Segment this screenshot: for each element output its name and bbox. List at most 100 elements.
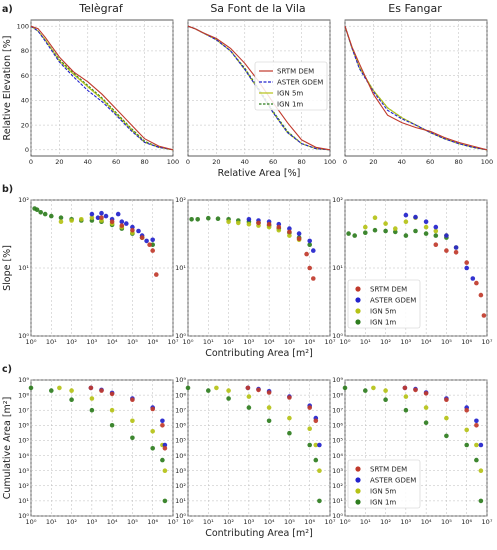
panel-c-telegraf-series-srtm-dem-point-2 (109, 391, 115, 397)
panel-c-es-fangar-series-ign-5m-point-3 (423, 405, 429, 410)
panel-a-telegraf-ytick-label-2: 40 (21, 97, 29, 105)
panel-c-sa-font-de-la-vila-series-srtm-dem (245, 385, 319, 424)
panel-b-es-fangar-series-aster-gdem-point-5 (453, 245, 459, 250)
panel-b-es-fangar-series-ign-5m-point-2 (383, 221, 388, 226)
panel-a-es-fangar-xtick-label-2: 40 (398, 158, 406, 166)
panel-b-es-fangar-series-ign-1m-point-2 (363, 230, 368, 235)
panel-b-es-fangar-series-srtm-dem-point-1 (444, 248, 449, 253)
column-title-sa-font-de-la-vila: Sa Font de la Vila (210, 2, 305, 15)
panel-b-telegraf-series-ign-1m-point-1 (34, 207, 40, 212)
panel-c-legend-box (347, 459, 421, 509)
panel-b-es-fangar-series-ign-5m-point-0 (363, 224, 368, 230)
panel-b-telegraf-xtick-label-7: 10⁷ (168, 338, 179, 346)
panel-a-telegraf-xtick-label-2: 40 (84, 158, 92, 166)
panel-a-telegraf-series-ign-5m-line (30, 25, 174, 151)
panel-a-telegraf-plot (30, 20, 174, 156)
panel-b-telegraf-xtick-label-6: 10⁶ (147, 338, 158, 346)
panel-c-es-fangar-series-ign-5m (371, 385, 484, 474)
panel-a-es-fangar-xtick-label-4: 80 (454, 158, 462, 166)
panel-c-es-fangar-xtick-label-7: 10⁷ (482, 518, 493, 526)
panel-c-sa-font-de-la-vila-series-srtm-dem-point-4 (307, 405, 313, 410)
panel-c-sa-font-de-la-vila-ytick-label-2: 10² (175, 482, 186, 490)
panel-b-es-fangar-series-ign-1m-point-8 (423, 231, 429, 236)
panel-a-es-fangar-plot (344, 20, 488, 156)
panel-b-telegraf-ytick-label-0: 10⁰ (18, 332, 29, 340)
panel-c-telegraf-series-ign-5m-point-7 (162, 468, 168, 474)
panel-a-legend: SRTM DEM ASTER GDEM IGN 5m IGN 1m (254, 61, 328, 111)
panel-c-telegraf-ytick-label-9: 10⁹ (18, 376, 29, 384)
panel-c-es-fangar-series-aster-gdem-point-6 (478, 442, 484, 448)
panel-b-es-fangar-xtick-label-4: 10⁴ (421, 338, 432, 346)
panel-c-sa-font-de-la-vila-series-ign-1m-point-5 (287, 430, 292, 436)
panel-b-telegraf-xtick-label-4: 10⁴ (107, 338, 118, 346)
panel-b-sa-font-de-la-vila-series-ign-5m-point-0 (226, 219, 231, 224)
panel-b-es-fangar-series-aster-gdem-point-1 (413, 214, 418, 220)
panel-b-telegraf-series-srtm-dem-point-6 (150, 248, 155, 253)
panel-b-telegraf-xtick-label-5: 10⁵ (127, 338, 138, 346)
panel-a-legend-label-ign-5m: IGN 5m (277, 90, 303, 98)
panel-c-es-fangar-series-ign-1m-point-6 (464, 442, 470, 448)
panel-b-sa-font-de-la-vila-xtick-label-6: 10⁶ (304, 338, 315, 346)
panel-b-telegraf-plot (30, 199, 174, 337)
panel-b-sa-font-de-la-vila-series-ign-1m-point-1 (195, 217, 200, 222)
panel-b-sa-font-de-la-vila-series-ign-5m-point-1 (236, 220, 241, 226)
panel-c-sa-font-de-la-vila-series-srtm-dem-point-5 (313, 418, 319, 424)
panel-c-sa-font-de-la-vila-series-ign-5m-point-2 (246, 394, 252, 399)
panel-b-telegraf-xtick-label-2: 10² (66, 338, 77, 346)
panel-b-sa-font-de-la-vila-series-ign-1m-point-3 (215, 216, 221, 221)
panel-b-xlabel: Contributing Area [m²] (205, 348, 313, 359)
panel-c-telegraf-series-ign-5m-point-2 (89, 396, 95, 401)
panel-a-telegraf-ytick-label-4: 80 (21, 47, 29, 55)
panel-b-sa-font-de-la-vila-series-srtm-dem-point-5 (304, 251, 309, 257)
panel-b-sa-font-de-la-vila-series-srtm-dem-point-1 (266, 221, 272, 227)
panel-c-legend-label-aster-gdem: ASTER GDEM (370, 477, 416, 485)
panel-c-es-fangar-series-ign-5m-point-7 (478, 468, 484, 474)
panel-c-telegraf-series-ign-5m-point-0 (57, 385, 62, 391)
panel-c-sa-font-de-la-vila-series-aster-gdem-point-6 (317, 442, 322, 448)
panel-b-es-fangar-series-ign-1m-point-4 (383, 228, 388, 234)
panel-c-telegraf-series-ign-5m-point-1 (69, 388, 74, 393)
panel-c-es-fangar-series-ign-1m-point-4 (423, 420, 429, 426)
panel-b-telegraf-series-srtm-dem-point-0 (99, 215, 104, 220)
panel-b-sa-font-de-la-vila-xtick-label-7: 10⁷ (325, 338, 336, 346)
panel-c-es-fangar-series-srtm-dem-point-5 (474, 423, 479, 428)
panel-b-telegraf-series-aster-gdem-point-7 (124, 221, 129, 226)
panel-c-telegraf-series-ign-1m-point-8 (162, 498, 168, 504)
panel-c-es-fangar-ytick-label-8: 10⁸ (332, 391, 343, 399)
panel-b-es-fangar-series-aster-gdem-point-2 (423, 219, 429, 224)
panel-c-telegraf-xtick-label-0: 10⁰ (26, 518, 37, 526)
panel-c-es-fangar-series-ign-5m-point-1 (383, 388, 388, 393)
panel-c-sa-font-de-la-vila-series-ign-5m-point-0 (214, 385, 219, 391)
panel-b-sa-font-de-la-vila-xtick-label-2: 10² (223, 338, 234, 346)
panel-c-sa-font-de-la-vila-axes-frame (187, 379, 331, 517)
panel-b-telegraf-series-ign-5m-point-2 (79, 217, 84, 222)
panel-b-es-fangar-ytick-label-1: 10¹ (332, 264, 343, 272)
panel-b-sa-font-de-la-vila-xtick-label-0: 10⁰ (183, 338, 194, 346)
panel-b-telegraf-series-aster-gdem-point-0 (89, 211, 95, 217)
panel-b-legend-box (347, 279, 421, 329)
panel-c-telegraf-series-ign-5m-point-5 (150, 429, 155, 434)
panel-b-es-fangar-series-ign-5m-point-1 (372, 215, 378, 220)
panel-c-sa-font-de-la-vila-xtick-label-7: 10⁷ (325, 518, 336, 526)
panel-c-sa-font-de-la-vila-ytick-label-7: 10⁷ (175, 406, 186, 414)
panel-c-sa-font-de-la-vila-series-ign-1m-point-0 (185, 385, 191, 391)
panel-b-es-fangar-xtick-label-3: 10³ (400, 338, 411, 346)
panel-c-legend-swatch-ign-5m (355, 488, 361, 494)
panel-c-telegraf-series-aster-gdem (88, 385, 168, 448)
panel-a-telegraf-xtick-label-0: 0 (29, 158, 33, 166)
panel-a-es-fangar-xtick-label-1: 20 (369, 158, 377, 166)
panel-b-telegraf-series-ign-1m-point-3 (42, 211, 48, 217)
panel-b-legend-label-ign-5m: IGN 5m (370, 308, 396, 316)
panel-b-sa-font-de-la-vila-series-ign-1m-point-0 (189, 217, 194, 222)
panel-a-sa-font-de-la-vila-xtick-label-1: 20 (212, 158, 220, 166)
panel-b-es-fangar-series-ign-1m-point-1 (352, 233, 358, 238)
panel-b-sa-font-de-la-vila-series-srtm-dem-point-0 (256, 220, 261, 226)
panel-c-es-fangar-ytick-label-0: 10⁰ (332, 512, 343, 520)
panel-c-es-fangar-xtick-label-6: 10⁶ (461, 518, 472, 526)
panel-a-es-fangar-xtick-label-5: 100 (481, 158, 493, 166)
panel-b-telegraf-series-srtm-dem-point-3 (130, 227, 135, 233)
panel-c-telegraf-ytick-label-1: 10¹ (18, 497, 29, 505)
panel-c-telegraf-series-ign-1m-point-2 (69, 397, 74, 403)
panel-c-sa-font-de-la-vila-xtick-label-3: 10³ (243, 518, 254, 526)
panel-b-telegraf-series-aster-gdem-point-9 (136, 228, 141, 234)
